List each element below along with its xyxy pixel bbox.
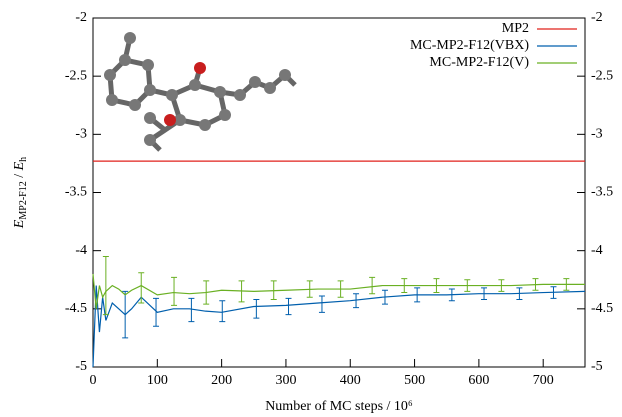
series-line <box>93 274 585 309</box>
error-bar <box>319 296 325 312</box>
molecule-illustration <box>104 32 295 150</box>
x-tick-label: 600 <box>468 373 489 388</box>
series <box>93 286 585 367</box>
y2-tick-label: -3 <box>591 127 603 142</box>
y-axis-label: EMP2-F12 / Eh <box>12 157 29 229</box>
y-axis-label-part: h <box>18 157 29 162</box>
x-tick-label: 500 <box>404 373 425 388</box>
y-tick-label: -4.5 <box>65 301 87 316</box>
plot-frame <box>93 18 585 367</box>
y2-tick-label: -2.5 <box>591 68 613 83</box>
error-bar <box>253 300 259 319</box>
y-axis-label-part: MP2-F12 <box>18 181 29 219</box>
series-line <box>93 286 585 367</box>
y-tick-label: -5 <box>75 359 87 374</box>
error-bar <box>286 298 292 314</box>
error-bar <box>171 277 177 305</box>
y2-tick-label: -4.5 <box>591 301 613 316</box>
y-tick-label: -2 <box>75 10 87 25</box>
x-tick-label: 300 <box>275 373 296 388</box>
y-tick-label: -3 <box>75 127 87 142</box>
x-tick-label: 400 <box>340 373 361 388</box>
y-axis-label-part: E <box>12 161 27 171</box>
legend-label: MP2 <box>502 21 529 36</box>
legend-label: MC-MP2-F12(V) <box>429 55 529 70</box>
y-tick-label: -4 <box>75 243 87 258</box>
chart: -5 -4.5 -4 -3.5 -3 -2.5 -2 -5 -4.5 -4 -3.5 -3 -2.5 -2… <box>0 0 622 417</box>
error-bar <box>369 277 375 293</box>
y-axis-label-part: / <box>12 170 27 181</box>
x-tick-label: 700 <box>533 373 554 388</box>
x-tick-label: 100 <box>147 373 168 388</box>
x-tick-label: 200 <box>211 373 232 388</box>
y-tick-label: -2.5 <box>65 68 87 83</box>
series <box>93 256 585 314</box>
y2-tick-label: -2 <box>591 10 603 25</box>
error-bar <box>219 301 225 322</box>
error-bar <box>122 291 128 338</box>
y2-tick-label: -4 <box>591 243 603 258</box>
y2-tick-label: -3.5 <box>591 185 613 200</box>
x-tick-label: 0 <box>90 373 97 388</box>
y-tick-label: -3.5 <box>65 185 87 200</box>
y2-tick-label: -5 <box>591 359 603 374</box>
y-axis-label-part: E <box>12 219 27 229</box>
legend-label: MC-MP2-F12(VBX) <box>410 38 529 53</box>
x-axis-label: Number of MC steps / 10⁶ <box>265 399 413 414</box>
